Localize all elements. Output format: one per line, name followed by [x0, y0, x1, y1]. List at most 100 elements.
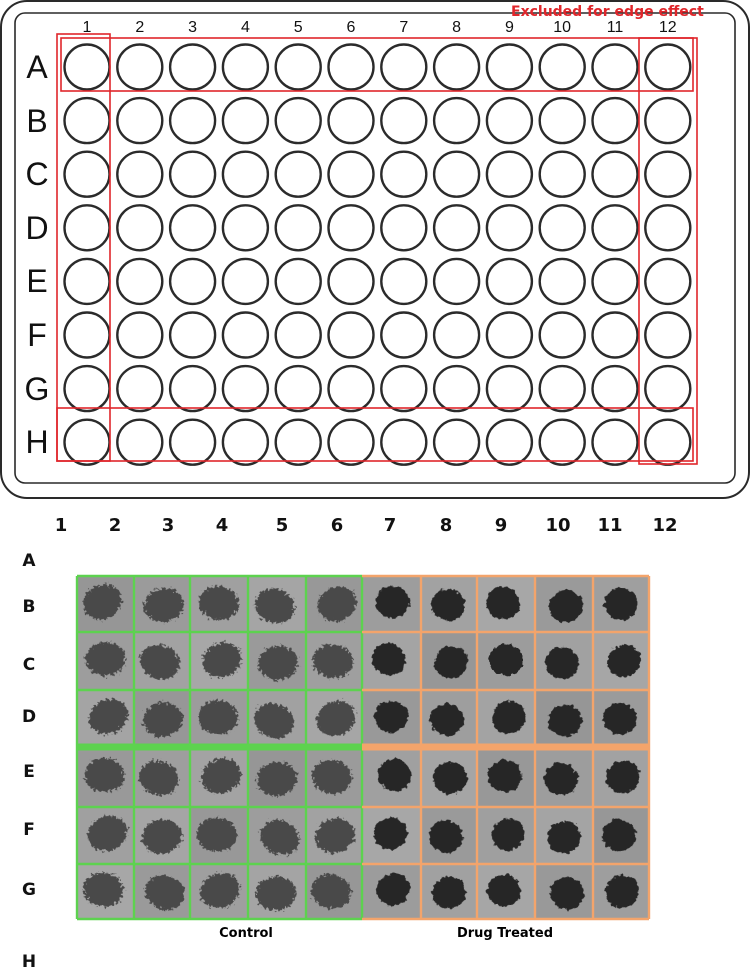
spheroid	[145, 875, 185, 910]
well-G10	[538, 364, 586, 413]
plate-row-label: A	[26, 49, 48, 85]
image-cell-D2	[77, 690, 134, 747]
grid-row-label: F	[23, 820, 35, 840]
well-D4	[221, 204, 270, 252]
image-cell-E5	[248, 747, 306, 807]
plate-row-label: C	[25, 156, 49, 193]
well-E4	[221, 257, 270, 306]
well-B12	[644, 96, 692, 145]
image-cell-C10	[535, 632, 593, 690]
spheroid	[432, 876, 466, 909]
well-E9	[485, 257, 534, 306]
spheroid	[549, 589, 583, 623]
plate-inner-frame	[14, 12, 736, 484]
spheroid	[491, 818, 525, 851]
well-B1	[63, 96, 111, 145]
well-G12	[644, 364, 692, 413]
spheroid	[313, 643, 353, 679]
plate-row-label: D	[25, 209, 49, 246]
spheroid	[85, 641, 126, 677]
spheroid	[374, 700, 409, 733]
image-cell-F10	[535, 807, 593, 864]
well-E10	[538, 257, 586, 306]
image-cell-E4	[190, 747, 248, 807]
spheroid	[139, 760, 179, 796]
grid-column-label: 6	[330, 515, 344, 536]
well-C10	[538, 150, 586, 198]
spheroid	[371, 642, 406, 676]
grid-column-label: 2	[108, 515, 122, 536]
well-H10	[538, 418, 586, 466]
spheroid	[260, 819, 300, 856]
grid-column-label: 3	[161, 515, 175, 536]
well-C12	[644, 150, 692, 198]
spheroid	[255, 588, 295, 624]
well-H4	[221, 418, 270, 466]
well-A11	[591, 43, 639, 91]
image-cell-G4	[190, 864, 248, 919]
well-B8	[432, 96, 481, 145]
image-cell-D10	[535, 690, 593, 747]
image-cell-E6	[306, 747, 362, 807]
grid-row-label: E	[23, 762, 35, 782]
image-cell-E9	[477, 747, 535, 807]
spheroid-images	[77, 576, 649, 919]
image-cell-B11	[593, 576, 649, 632]
spheroid	[88, 815, 127, 852]
image-cell-C8	[421, 632, 477, 690]
image-cell-B4	[190, 576, 248, 632]
well-A7	[380, 43, 428, 91]
plate-column-label: 5	[293, 19, 303, 36]
well-B11	[591, 96, 639, 145]
well-D1	[63, 204, 111, 252]
spheroid	[433, 761, 467, 795]
spheroid	[143, 702, 183, 737]
well-A9	[485, 43, 534, 91]
spheroid	[202, 642, 242, 678]
plate-row-label: B	[26, 102, 48, 139]
image-cell-F2	[77, 807, 134, 864]
well-B4	[221, 96, 270, 145]
well-F5	[274, 311, 322, 359]
spheroid	[607, 644, 641, 678]
well-D11	[591, 204, 639, 252]
grid-row-label: G	[22, 880, 36, 900]
excluded-row-a-box	[60, 37, 694, 92]
grid-row-label: D	[21, 707, 37, 727]
spheroid	[83, 584, 122, 620]
plate-column-label: 9	[504, 19, 514, 36]
well-B7	[380, 96, 428, 145]
well-F3	[168, 311, 217, 359]
well-G9	[485, 364, 534, 413]
well-A2	[116, 43, 164, 91]
image-cell-D7	[362, 690, 421, 747]
spheroid	[434, 645, 468, 679]
well-H6	[327, 418, 375, 466]
plate-column-label: 1	[82, 19, 92, 36]
grid-column-label: 9	[494, 515, 508, 536]
well-H2	[116, 418, 164, 466]
well-C6	[327, 150, 375, 198]
well-C2	[116, 150, 164, 198]
image-cell-E7	[362, 747, 421, 807]
image-cell-F4	[190, 807, 248, 864]
spheroid	[315, 818, 355, 853]
spheroid	[258, 645, 298, 681]
spheroid	[431, 588, 465, 622]
well-C8	[432, 150, 481, 198]
image-cell-D3	[134, 690, 190, 747]
image-cell-C11	[593, 632, 649, 690]
spheroid	[83, 872, 124, 907]
well-C4	[221, 150, 270, 198]
image-cell-G7	[362, 864, 421, 919]
plate-row-label: H	[25, 424, 49, 461]
control-group-label: Control	[219, 926, 273, 941]
well-F1	[63, 311, 111, 359]
well-B5	[274, 96, 322, 145]
image-cell-G2	[77, 864, 134, 919]
image-cell-C9	[477, 632, 535, 690]
well-D10	[538, 204, 586, 252]
image-cell-C4	[190, 632, 248, 690]
grid-row-label: B	[22, 597, 36, 617]
spheroid	[492, 701, 526, 734]
